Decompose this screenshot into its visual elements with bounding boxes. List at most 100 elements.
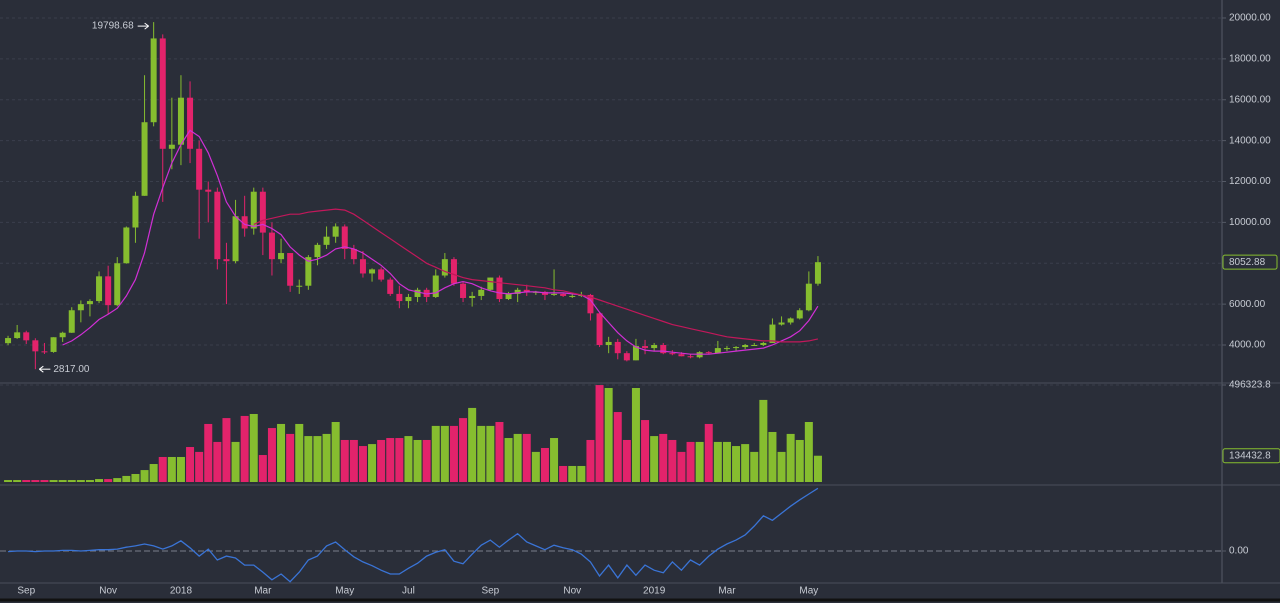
volume-bar [686, 441, 695, 482]
last-volume-label: 134432.8 [1229, 450, 1271, 461]
candle-body [714, 348, 721, 354]
volume-bar [122, 475, 131, 482]
volume-bar [641, 420, 650, 482]
x-tick-label: Jul [402, 586, 415, 597]
y-tick-label: 12000.00 [1229, 176, 1271, 187]
candle-body [614, 341, 621, 354]
candle-body [560, 293, 567, 296]
candle-body [523, 289, 530, 292]
volume-bar [677, 451, 686, 482]
candle-body [396, 293, 403, 302]
y-tick-label: 10000.00 [1229, 217, 1271, 228]
x-tick-label: Sep [17, 586, 35, 597]
candle-body [387, 279, 394, 294]
x-tick-label: May [799, 586, 818, 597]
volume-bar [104, 479, 113, 482]
x-tick-label: Mar [718, 586, 736, 597]
y-tick-label: 20000.00 [1229, 13, 1271, 24]
candle-body [287, 253, 294, 286]
volume-bar [495, 422, 504, 482]
volume-bar [313, 436, 322, 482]
y-tick-label: 18000.00 [1229, 54, 1271, 65]
volume-bar [76, 480, 85, 482]
volume-bar [140, 470, 149, 482]
candle-body [660, 345, 667, 354]
volume-bar [531, 451, 540, 482]
volume-bar [13, 480, 22, 482]
candle-body [150, 38, 157, 123]
y-tick-label: 14000.00 [1229, 135, 1271, 146]
last-volume-box [1222, 448, 1280, 464]
candle-body [632, 346, 639, 361]
volume-bar [750, 451, 759, 482]
volume-bar [504, 438, 513, 482]
volume-bar [386, 438, 395, 482]
candle-body [787, 318, 794, 323]
candle-body [651, 345, 658, 349]
x-tick-label: Sep [481, 586, 499, 597]
candle-body [332, 226, 339, 237]
volume-bar [813, 455, 822, 482]
candle-body [259, 191, 266, 233]
moving-average [62, 129, 819, 355]
volume-bar [613, 412, 622, 482]
volume-bar [377, 439, 386, 482]
volume-bar [231, 441, 240, 482]
volume-bar [413, 439, 422, 482]
volume-bar [804, 422, 813, 482]
volume-bar [540, 447, 549, 482]
volume-bar [286, 433, 295, 482]
volume-bar [559, 465, 568, 482]
candle-body [487, 277, 494, 290]
volume-bar [95, 479, 104, 482]
candle-body [733, 347, 740, 349]
volume-bar [404, 436, 413, 482]
volume-bar [158, 456, 167, 482]
volume-bar [668, 439, 677, 482]
volume-bar [149, 464, 158, 482]
volume-bar [550, 438, 559, 482]
volume-bar [195, 451, 204, 482]
candle-body [596, 313, 603, 346]
volume-bar [304, 436, 313, 482]
candle-body [432, 275, 439, 297]
candle-body [805, 283, 812, 311]
candle-body [642, 346, 649, 349]
candle-body [705, 352, 712, 354]
volume-bar [741, 444, 750, 482]
moving-average [253, 208, 819, 343]
volume-bar [49, 480, 58, 482]
annotation-arrowhead [144, 22, 149, 30]
volume-bar [659, 433, 668, 482]
volume-bar [586, 439, 595, 482]
volume-bar [395, 438, 404, 482]
candle-body [214, 191, 221, 260]
candle-body [778, 322, 785, 325]
volume-bar [722, 441, 731, 482]
candle-body [478, 289, 485, 296]
y-tick-label: 4000.00 [1229, 340, 1266, 351]
volume-bar [40, 480, 49, 482]
volume-bar [631, 387, 640, 482]
candle-body [341, 226, 348, 249]
candle-body [505, 293, 512, 300]
candle-body [250, 191, 257, 229]
candle-body [587, 294, 594, 314]
volume-bar [468, 407, 477, 482]
volume-bar [695, 441, 704, 482]
volume-bar [595, 385, 604, 482]
candle-body [760, 342, 767, 346]
candle-body [551, 293, 558, 295]
y-tick-label: 16000.00 [1229, 94, 1271, 105]
x-tick-label: Nov [99, 586, 117, 597]
candle-body [723, 348, 730, 350]
volume-bar [249, 413, 258, 482]
candle-body [50, 337, 57, 352]
volume-bar [440, 425, 449, 482]
volume-bar [704, 423, 713, 482]
volume-bar [113, 478, 122, 482]
candle-body [350, 248, 357, 260]
candle-body [196, 148, 203, 190]
candle-body [96, 276, 103, 302]
